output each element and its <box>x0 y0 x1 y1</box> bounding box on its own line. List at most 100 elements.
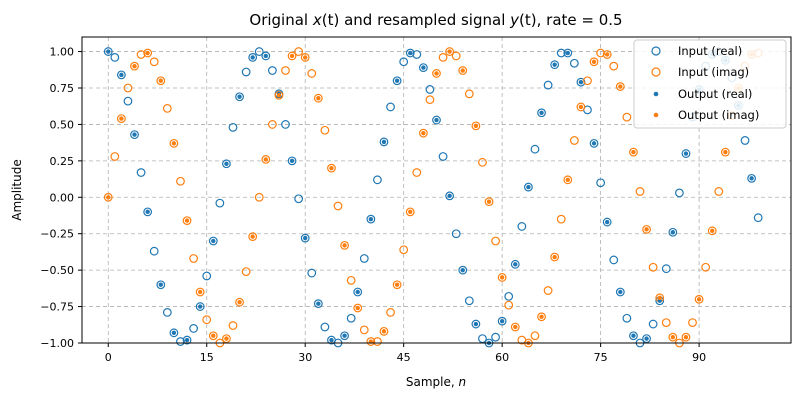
input-point <box>228 321 238 330</box>
input-point <box>149 57 159 67</box>
output-point <box>552 254 557 260</box>
input-point <box>504 300 514 310</box>
output-point <box>329 165 334 171</box>
y-tick-label: −0.75 <box>40 301 74 314</box>
input-point <box>596 178 606 188</box>
input-point <box>432 69 441 78</box>
input-point <box>320 322 330 332</box>
output-point <box>434 117 439 123</box>
output-point <box>486 199 492 204</box>
input-point <box>359 254 369 263</box>
input-point <box>556 214 566 224</box>
output-point <box>145 209 150 215</box>
input-point <box>451 229 461 239</box>
input-point <box>123 96 133 106</box>
x-tick-label: 30 <box>298 351 312 364</box>
input-point <box>195 302 205 311</box>
input-point <box>399 57 409 67</box>
input-point <box>248 232 258 242</box>
input-point <box>287 156 297 166</box>
output-point <box>303 235 308 241</box>
input-point <box>438 152 448 161</box>
output-point <box>381 329 387 334</box>
x-tick-label: 90 <box>692 351 706 364</box>
input-point <box>366 337 376 346</box>
input-point <box>648 262 658 272</box>
output-point <box>132 132 137 137</box>
input-point <box>373 337 382 346</box>
input-point <box>261 154 271 164</box>
output-point <box>460 267 465 273</box>
input-point <box>379 137 389 147</box>
input-point <box>497 273 507 282</box>
input-point <box>392 76 402 86</box>
output-point <box>552 62 557 67</box>
input-point <box>254 192 264 202</box>
input-point <box>497 316 507 326</box>
output-point <box>329 337 334 343</box>
input-point <box>208 236 218 246</box>
input-point <box>116 114 126 123</box>
output-point <box>106 195 111 200</box>
input-point <box>589 57 599 67</box>
axis-ticks: 0 15 30 45 60 75 90 −1.00 −0.75 −0.50 −0.25 0.00 0.2… <box>40 46 706 364</box>
y-tick-label: 0.25 <box>50 155 75 168</box>
output-point <box>276 93 282 98</box>
input-point <box>412 168 422 177</box>
input-point <box>661 318 671 328</box>
input-point <box>116 70 126 80</box>
output-point <box>696 297 702 302</box>
output-point <box>342 333 347 338</box>
output-point <box>263 157 269 162</box>
input-point <box>445 47 455 56</box>
input-point <box>537 108 546 118</box>
y-tick-label: 0.50 <box>50 118 75 131</box>
legend-marker-input-imag <box>651 67 661 77</box>
output-point <box>158 78 163 83</box>
input-point <box>373 175 382 185</box>
input-point <box>222 334 231 344</box>
input-point <box>169 328 179 338</box>
output-point <box>211 333 216 338</box>
input-point <box>182 335 192 345</box>
output-point <box>578 79 584 85</box>
input-point <box>294 194 304 204</box>
input-point <box>189 254 199 263</box>
input-point <box>458 66 468 75</box>
output-point <box>381 139 387 145</box>
input-point <box>346 275 356 285</box>
output-point <box>394 78 400 83</box>
legend-entry-output-real: Output (real) <box>653 87 752 101</box>
input-point <box>576 102 586 112</box>
output-point <box>670 230 676 235</box>
input-point <box>576 77 586 87</box>
input-point <box>130 130 139 140</box>
input-point <box>386 102 395 112</box>
output-point <box>421 130 426 136</box>
input-point <box>307 268 317 278</box>
series-input-imag <box>103 47 763 348</box>
input-point <box>563 175 573 185</box>
input-point <box>484 197 494 207</box>
input-point <box>648 319 658 329</box>
output-point <box>644 336 649 341</box>
input-point <box>222 159 231 169</box>
output-point <box>578 104 584 110</box>
input-point <box>668 227 678 237</box>
y-tick-label: −0.50 <box>40 264 74 277</box>
input-point <box>681 149 691 158</box>
input-point <box>176 176 185 186</box>
legend-entry-input-imag: Input (imag) <box>651 65 749 79</box>
input-point <box>202 315 212 325</box>
output-point <box>184 218 190 223</box>
input-point <box>609 61 619 71</box>
input-point <box>451 51 461 61</box>
input-point <box>622 313 632 323</box>
input-point <box>432 115 441 125</box>
input-point <box>215 198 225 208</box>
x-tick-label: 45 <box>397 351 411 364</box>
input-point <box>720 147 730 157</box>
input-point <box>123 83 133 93</box>
input-point <box>405 207 415 217</box>
output-point <box>604 52 610 57</box>
